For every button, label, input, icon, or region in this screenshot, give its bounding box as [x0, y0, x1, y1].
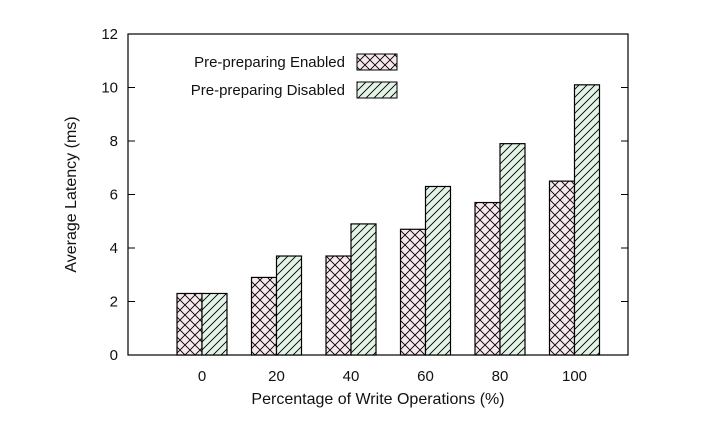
legend-swatch-disabled	[356, 81, 398, 99]
bar-disabled	[573, 84, 601, 356]
bar-enabled	[325, 255, 352, 356]
legend: Pre-preparing Enabled Pre-preparing Disa…	[191, 53, 398, 99]
bar-disabled	[499, 143, 526, 356]
x-tick-label: 40	[343, 368, 360, 385]
x-tick-label: 20	[268, 368, 285, 385]
bar-disabled	[275, 255, 303, 356]
x-tick-label: 100	[562, 368, 587, 385]
y-axis-label: Average Latency (ms)	[63, 116, 80, 272]
legend-label-enabled: Pre-preparing Enabled	[194, 54, 345, 71]
y-axis: 0 2 4 6 8 10 12	[101, 26, 628, 364]
bar-disabled	[350, 223, 377, 356]
bar-enabled	[474, 201, 501, 356]
bar-disabled	[424, 185, 452, 356]
bar-disabled	[201, 292, 228, 356]
y-tick-label: 2	[110, 294, 118, 311]
x-tick-label: 0	[198, 368, 206, 385]
bar-enabled	[399, 228, 427, 356]
legend-swatch-enabled	[356, 53, 398, 71]
x-tick-label: 60	[417, 368, 434, 385]
y-tick-label: 12	[101, 26, 118, 43]
y-tick-label: 4	[110, 240, 118, 257]
bar-enabled	[250, 276, 278, 356]
x-axis: 0 20 40 60 80 100	[198, 348, 587, 385]
y-tick-label: 8	[110, 133, 118, 150]
y-tick-label: 6	[110, 187, 118, 204]
bar-enabled	[176, 292, 203, 356]
bars-group	[176, 84, 601, 356]
y-tick-label: 0	[110, 347, 118, 364]
x-axis-label: Percentage of Write Operations (%)	[251, 391, 504, 408]
legend-label-disabled: Pre-preparing Disabled	[191, 82, 345, 99]
y-tick-label: 10	[101, 80, 118, 97]
bar-enabled	[548, 180, 576, 356]
x-tick-label: 80	[492, 368, 509, 385]
